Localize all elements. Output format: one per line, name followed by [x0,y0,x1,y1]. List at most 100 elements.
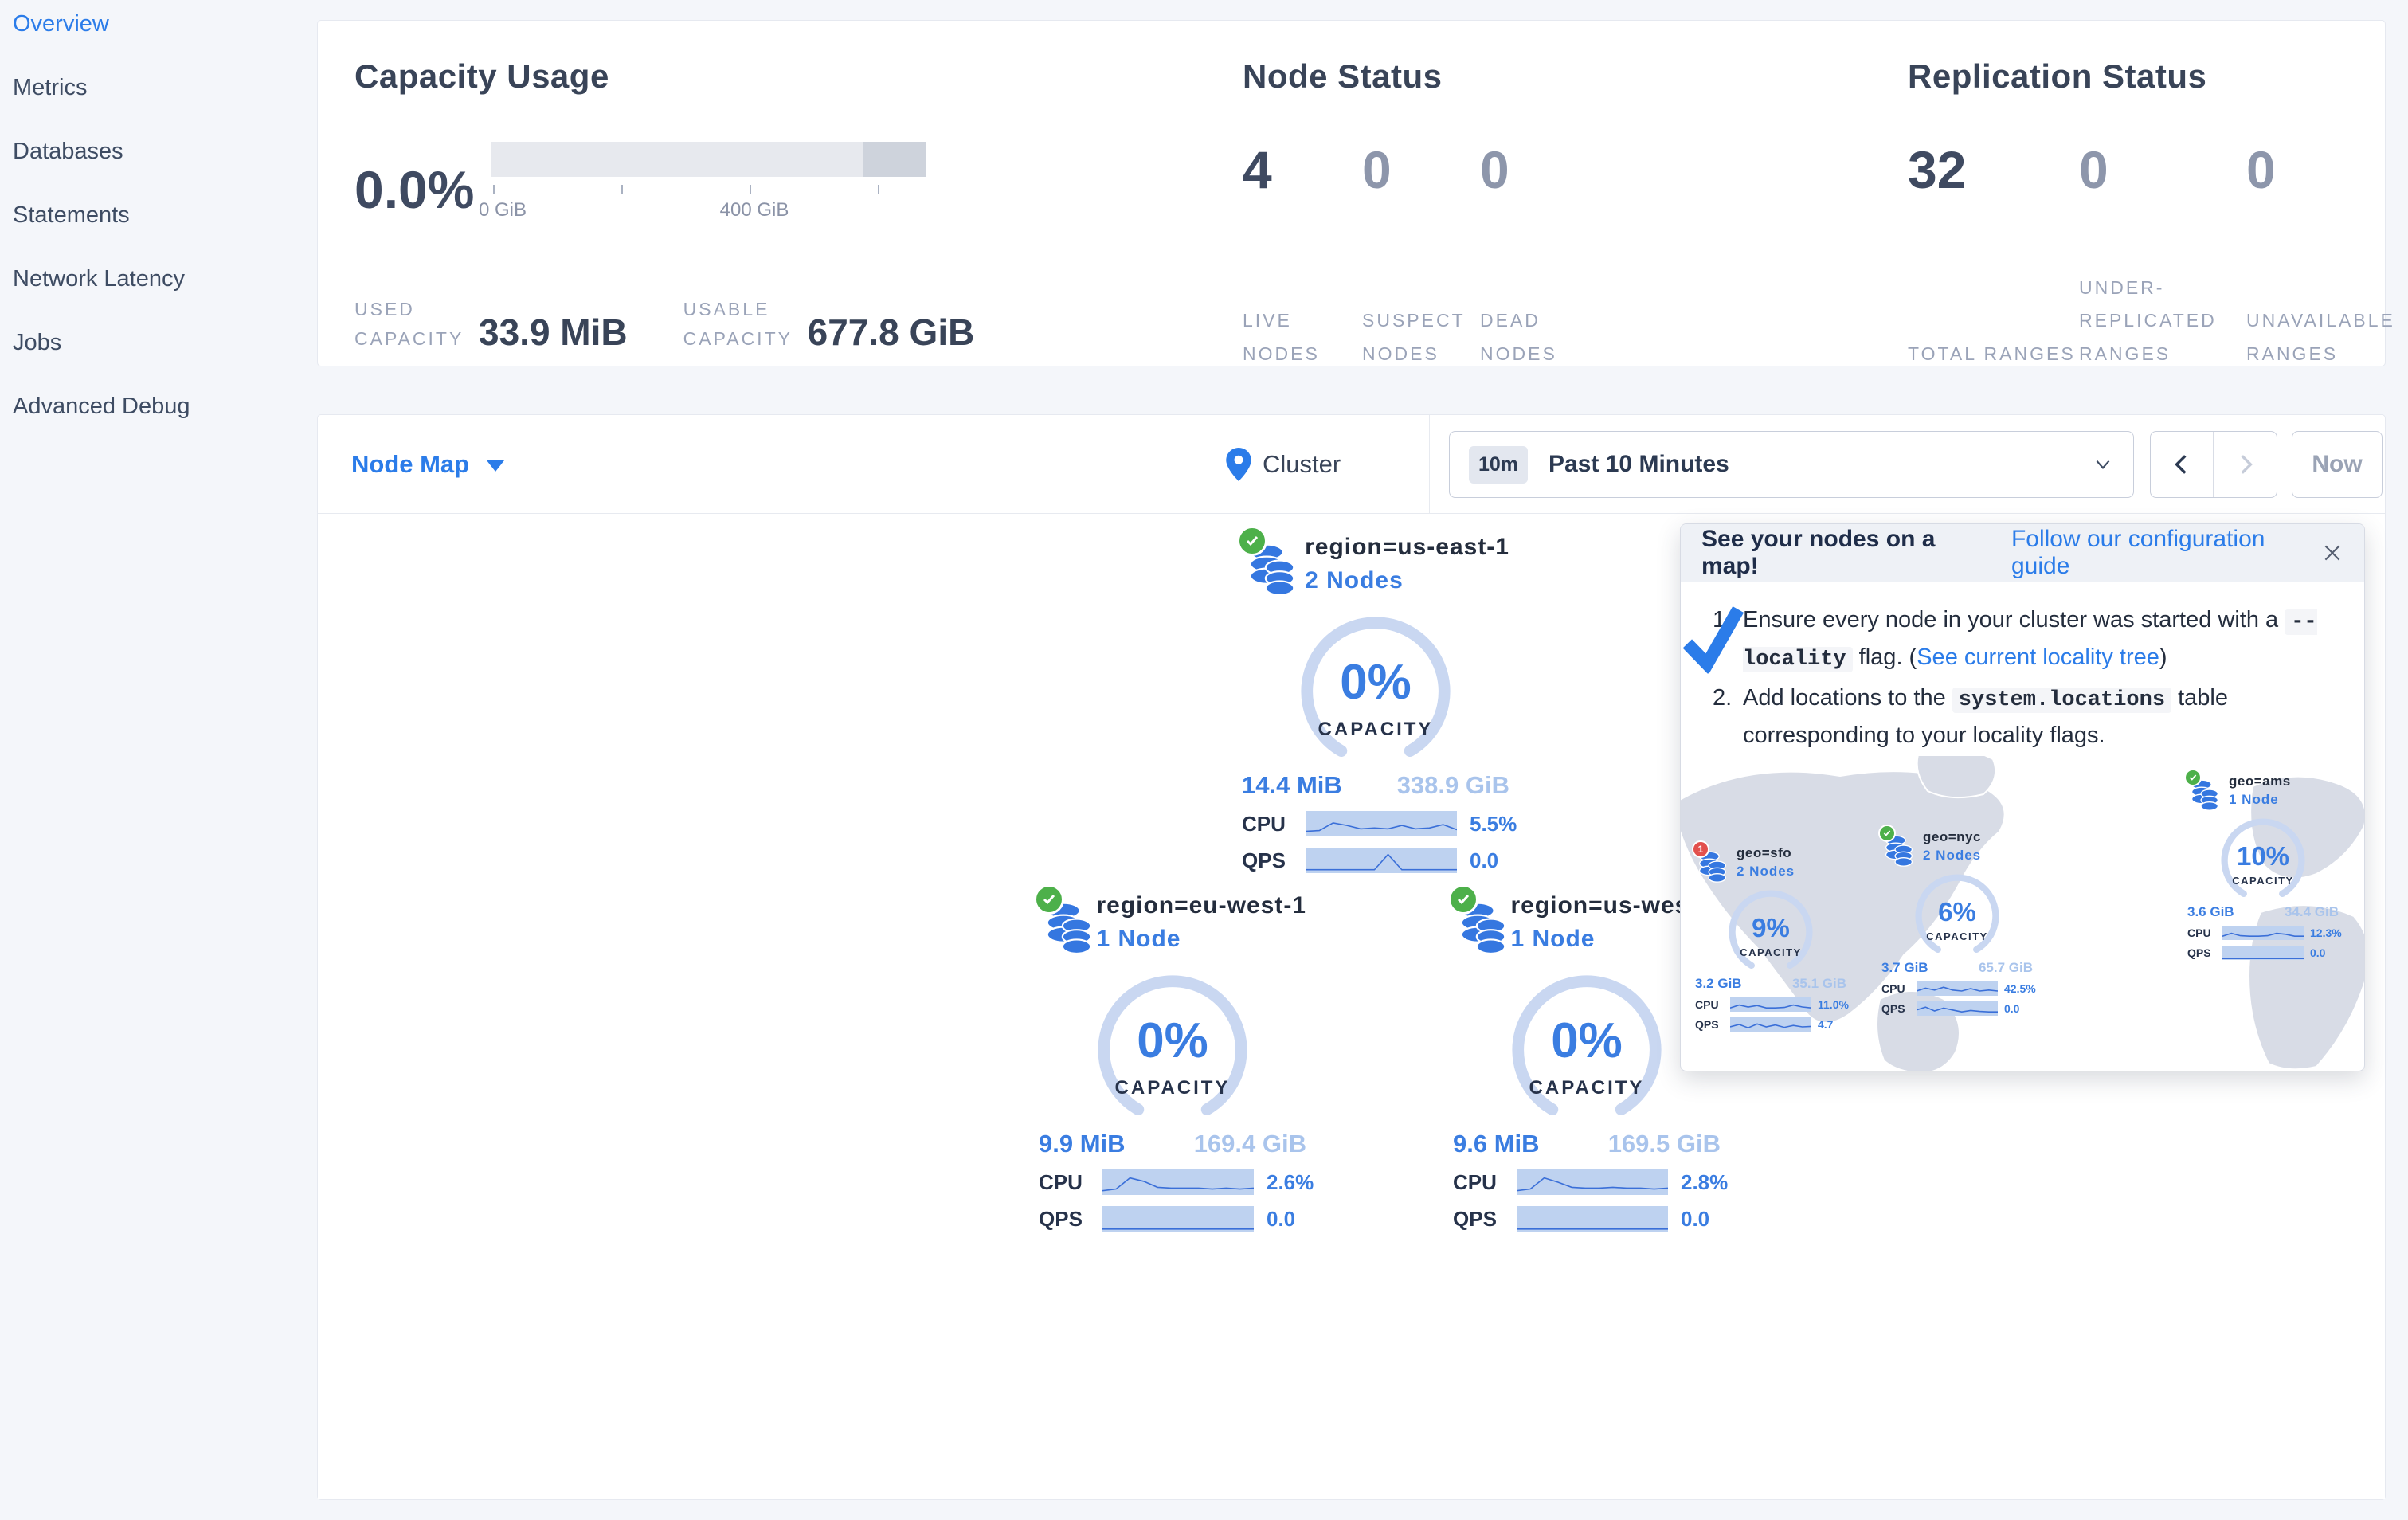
sidebar-item-databases[interactable]: Databases [13,139,123,164]
qps-value: 0.0 [2004,1002,2020,1016]
now-button[interactable]: Now [2292,431,2383,498]
cpu-value: 11.0% [1818,998,1849,1012]
gauge-arc [1301,617,1451,758]
cpu-label: CPU [2187,926,2211,940]
qps-label: QPS [1695,1018,1719,1032]
cpu-label: CPU [1039,1169,1083,1194]
step-number: 2. [1713,684,1733,711]
replication-status-title: Replication Status [1908,57,2207,95]
mini-node-group-sfo[interactable]: 1 geo=sfo 2 Nodes [1692,840,1849,1032]
cpu-label: CPU [1242,811,1286,836]
sidebar: Overview Metrics Databases Statements Ne… [0,0,316,1520]
popup-title: See your nodes on a map! [1701,526,1936,579]
used-capacity: 3.6 GiB [2187,904,2234,920]
chevron-down-icon [2096,460,2110,469]
nodes-count-link[interactable]: 1 Node [1096,926,1181,952]
capacity-usage-panel: Capacity Usage 0.0% 0 GiB 400 GiB [318,21,1206,370]
qps-value: 0.0 [1470,848,1499,872]
used-capacity: 14.4 MiB [1242,771,1342,799]
locality-name: region=us-east-1 [1305,534,1509,560]
step-back-button[interactable] [2151,432,2214,497]
toolbar-divider [1429,415,1430,514]
locality-name: geo=ams [2229,774,2291,789]
capacity-gauge: 9% CAPACITY [1724,888,1818,976]
capacity-gauge: 0% CAPACITY [1502,972,1671,1128]
total-capacity: 169.4 GiB [1193,1130,1306,1158]
healthy-status-badge [1237,526,1267,556]
capacity-caption: CAPACITY [1740,946,1802,958]
qps-value: 0.0 [1267,1206,1296,1231]
healthy-status-badge [1034,884,1064,915]
capacity-percent: 0% [1340,654,1412,710]
node-status-panel: Node Status 4 LIVE NODES 0 SUSPECT NODES… [1206,21,1871,370]
nodes-count-link[interactable]: 2 Nodes [1305,567,1404,594]
cpu-sparkline [1102,1169,1254,1195]
chevron-left-icon [2175,455,2187,474]
capacity-percent: 0% [1137,1013,1208,1068]
healthy-status-badge [2184,769,2202,787]
nodes-count-link[interactable]: 2 Nodes [1737,864,1795,879]
qps-label: QPS [1039,1206,1083,1231]
qps-sparkline [1517,1206,1668,1232]
capacity-axis-tick-400: 400 GiB [719,199,789,221]
healthy-status-badge [1878,825,1896,843]
node-group-eu-west-1[interactable]: region=eu-west-1 1 Node 0% CAPACITY 9.9 … [1034,884,1314,1232]
capacity-gauge: 0% CAPACITY [1291,613,1460,770]
unavailable-ranges-label: UNAVAILABLE RANGES [2246,310,2395,364]
sidebar-item-statements[interactable]: Statements [13,202,130,228]
node-group-us-east-1[interactable]: region=us-east-1 2 Nodes 0% CAPACITY 14.… [1237,526,1517,873]
step-forward-button[interactable] [2214,432,2277,497]
node-status-title: Node Status [1243,57,1443,95]
configuration-guide-link[interactable]: Follow our configuration guide [2011,526,2265,579]
database-icon [2191,779,2219,812]
usable-capacity-label: USABLE CAPACITY [683,299,793,349]
nodes-count-link[interactable]: 1 Node [2229,792,2279,808]
dead-nodes-label: DEAD NODES [1480,310,1557,364]
locality-tree-link[interactable]: See current locality tree [1917,644,2159,670]
sidebar-item-advanced-debug[interactable]: Advanced Debug [13,394,190,419]
capacity-gauge: 10% CAPACITY [2216,817,2310,904]
sidebar-item-overview[interactable]: Overview [13,11,109,37]
cpu-value: 2.8% [1681,1169,1729,1194]
locality-name: region=eu-west-1 [1096,892,1306,919]
breadcrumb[interactable]: Cluster [1226,415,1341,514]
step-text: Ensure every node in your cluster was st… [1743,607,2317,672]
capacity-caption: CAPACITY [2232,874,2294,887]
time-step-buttons [2150,431,2277,498]
cpu-value: 5.5% [1470,811,1517,836]
qps-label: QPS [1242,848,1286,872]
qps-value: 0.0 [2310,946,2326,960]
total-capacity: 34.4 GiB [2284,904,2339,920]
time-range-dropdown[interactable]: 10m Past 10 Minutes [1449,431,2134,498]
cpu-sparkline [2222,926,2304,941]
mini-node-group-ams[interactable]: geo=ams 1 Node 10% CAPACITY [2184,769,2342,961]
unavailable-ranges-value: 0 [2246,140,2276,199]
qps-sparkline [1306,848,1457,873]
database-icon [1460,902,1506,954]
database-icon [1046,902,1092,954]
close-icon[interactable] [2321,542,2343,564]
live-nodes-label: LIVE NODES [1243,310,1320,364]
popup-header: See your nodes on a map! Follow our conf… [1681,524,2364,582]
nodes-count-link[interactable]: 2 Nodes [1923,848,1982,864]
mini-node-group-nyc[interactable]: geo=nyc 2 Nodes 6% CAPACITY [1878,825,2036,1017]
qps-label: QPS [2187,946,2211,960]
qps-label: QPS [1881,1002,1905,1016]
cpu-label: CPU [1695,998,1719,1012]
view-mode-dropdown[interactable]: Node Map [351,415,505,514]
capacity-percent: 0% [1551,1013,1623,1068]
sidebar-item-network-latency[interactable]: Network Latency [13,266,185,292]
blue-check-icon [1682,606,1744,675]
suspect-nodes-label: SUSPECT NODES [1362,310,1466,364]
sidebar-item-metrics[interactable]: Metrics [13,75,88,100]
cpu-sparkline [1306,811,1457,836]
qps-value: 4.7 [1818,1018,1834,1032]
nodes-count-link[interactable]: 1 Node [1510,926,1596,952]
used-capacity: 3.7 GiB [1881,960,1928,976]
capacity-percent: 9% [1752,912,1790,942]
capacity-caption: CAPACITY [1529,1076,1645,1099]
dead-nodes-value: 0 [1480,140,1509,199]
sidebar-item-jobs[interactable]: Jobs [13,330,62,355]
node-map-canvas: region=us-east-1 2 Nodes 0% CAPACITY 14.… [318,514,2385,1499]
setup-step-2: 2. Add locations to the system.locations… [1713,680,2340,754]
